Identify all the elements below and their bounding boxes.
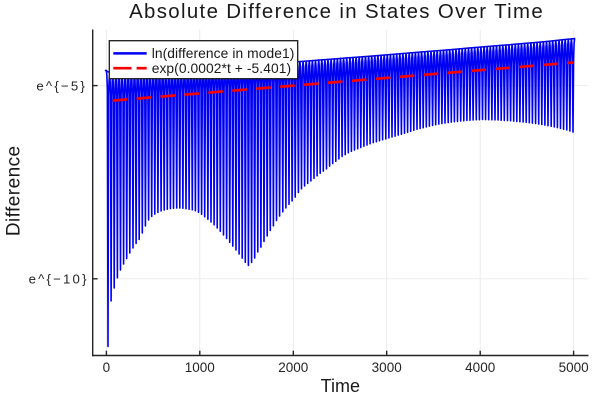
svg-text:1000: 1000 <box>185 360 215 375</box>
svg-text:3000: 3000 <box>372 360 402 375</box>
svg-text:Difference: Difference <box>4 145 25 236</box>
svg-text:0: 0 <box>103 360 111 375</box>
svg-text:2000: 2000 <box>278 360 308 375</box>
svg-text:ln(difference in mode1): ln(difference in mode1) <box>152 46 295 61</box>
svg-text:4000: 4000 <box>465 360 495 375</box>
svg-text:Absolute Difference in States: Absolute Difference in States Over Time <box>129 1 544 23</box>
svg-text:5000: 5000 <box>559 360 589 375</box>
svg-text:exp(0.0002*t + -5.401): exp(0.0002*t + -5.401) <box>152 61 291 76</box>
svg-text:Time: Time <box>321 376 360 396</box>
svg-text:e^{−10}: e^{−10} <box>29 272 89 287</box>
svg-text:e^{−5}: e^{−5} <box>36 78 87 93</box>
